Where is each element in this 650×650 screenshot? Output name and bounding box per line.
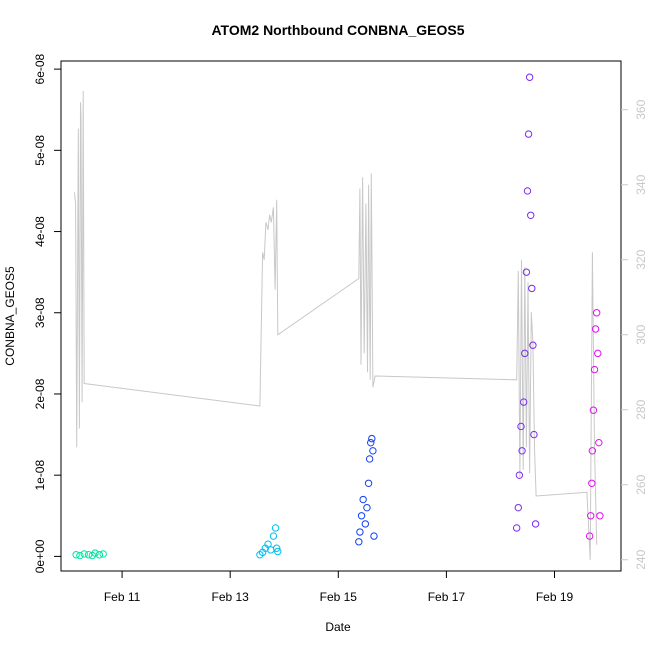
data-point bbox=[514, 503, 522, 512]
data-point bbox=[595, 438, 603, 447]
data-point bbox=[594, 349, 602, 358]
y2-tick-label: 300 bbox=[634, 324, 648, 344]
data-point bbox=[80, 550, 88, 558]
x-tick-label: Feb 11 bbox=[104, 590, 141, 604]
data-point bbox=[515, 471, 524, 479]
y2-axis: 240 260 280 300 320 340 360 bbox=[621, 99, 648, 570]
x-tick-label: Feb 19 bbox=[536, 590, 574, 604]
y-tick-label: 0e+00 bbox=[33, 539, 47, 573]
data-point bbox=[527, 211, 535, 219]
x-tick-label: Feb 13 bbox=[212, 590, 250, 604]
data-point bbox=[528, 284, 536, 293]
x-axis: Feb 11 Feb 13 Feb 15 Feb 17 Feb 19 bbox=[104, 571, 574, 604]
data-point bbox=[518, 447, 526, 455]
y-tick-label: 2e-08 bbox=[33, 378, 47, 409]
data-point bbox=[529, 341, 537, 349]
data-point bbox=[355, 538, 363, 546]
chart-title: ATOM2 Northbound CONBNA_GEOS5 bbox=[211, 22, 464, 38]
data-point bbox=[359, 495, 367, 504]
data-point bbox=[364, 479, 373, 487]
data-point bbox=[523, 187, 532, 195]
data-point bbox=[91, 549, 99, 557]
data-point bbox=[522, 268, 531, 276]
data-point bbox=[99, 550, 107, 558]
y2-tick-label: 360 bbox=[634, 99, 648, 119]
data-point bbox=[587, 512, 595, 520]
data-point bbox=[95, 551, 104, 559]
data-point bbox=[520, 398, 528, 406]
data-point bbox=[356, 528, 364, 536]
y2-tick-label: 340 bbox=[634, 174, 648, 194]
data-point bbox=[524, 130, 533, 138]
data-point bbox=[589, 406, 598, 414]
x-tick-label: Feb 15 bbox=[320, 590, 358, 604]
data-point bbox=[588, 479, 596, 487]
data-point bbox=[272, 544, 281, 552]
data-point bbox=[361, 520, 370, 528]
data-point bbox=[530, 430, 538, 439]
plot-frame bbox=[60, 60, 622, 572]
data-point bbox=[517, 422, 525, 431]
y2-tick-label: 320 bbox=[634, 249, 648, 269]
y-tick-label: 3e-08 bbox=[33, 297, 47, 328]
y-tick-label: 5e-08 bbox=[33, 135, 47, 166]
points-layer bbox=[72, 73, 604, 560]
data-point bbox=[76, 551, 84, 560]
y2-tick-label: 280 bbox=[634, 399, 648, 419]
y2-tick-label: 240 bbox=[634, 549, 648, 569]
data-point bbox=[525, 73, 534, 81]
x-axis-label: Date bbox=[325, 620, 351, 634]
data-point bbox=[363, 503, 371, 512]
y2-tick-label: 260 bbox=[634, 474, 648, 494]
y-tick-label: 1e-08 bbox=[33, 460, 47, 491]
data-point bbox=[72, 551, 80, 559]
data-point bbox=[588, 447, 597, 455]
data-point bbox=[590, 365, 599, 374]
data-point bbox=[591, 325, 600, 333]
y-tick-label: 4e-08 bbox=[33, 216, 47, 247]
line-series-layer bbox=[74, 90, 598, 560]
data-point bbox=[368, 434, 376, 443]
data-point bbox=[370, 532, 378, 540]
x-tick-label: Feb 17 bbox=[428, 590, 466, 604]
y-axis-label: CONBNA_GEOS5 bbox=[3, 266, 17, 366]
y-axis: 0e+00 1e-08 2e-08 3e-08 4e-08 5e-08 6e-08 bbox=[33, 53, 61, 573]
data-point bbox=[357, 512, 366, 520]
data-point bbox=[367, 438, 375, 447]
y-tick-label: 6e-08 bbox=[33, 53, 47, 84]
data-point bbox=[592, 309, 601, 317]
data-point bbox=[369, 447, 377, 455]
data-point bbox=[596, 512, 604, 520]
line-series bbox=[74, 90, 598, 560]
data-point bbox=[531, 520, 540, 528]
data-point bbox=[365, 455, 374, 463]
data-point bbox=[585, 532, 594, 540]
data-point bbox=[269, 532, 278, 540]
data-point bbox=[271, 524, 280, 532]
data-point bbox=[274, 547, 282, 556]
data-point bbox=[521, 349, 529, 358]
data-point bbox=[512, 524, 521, 532]
